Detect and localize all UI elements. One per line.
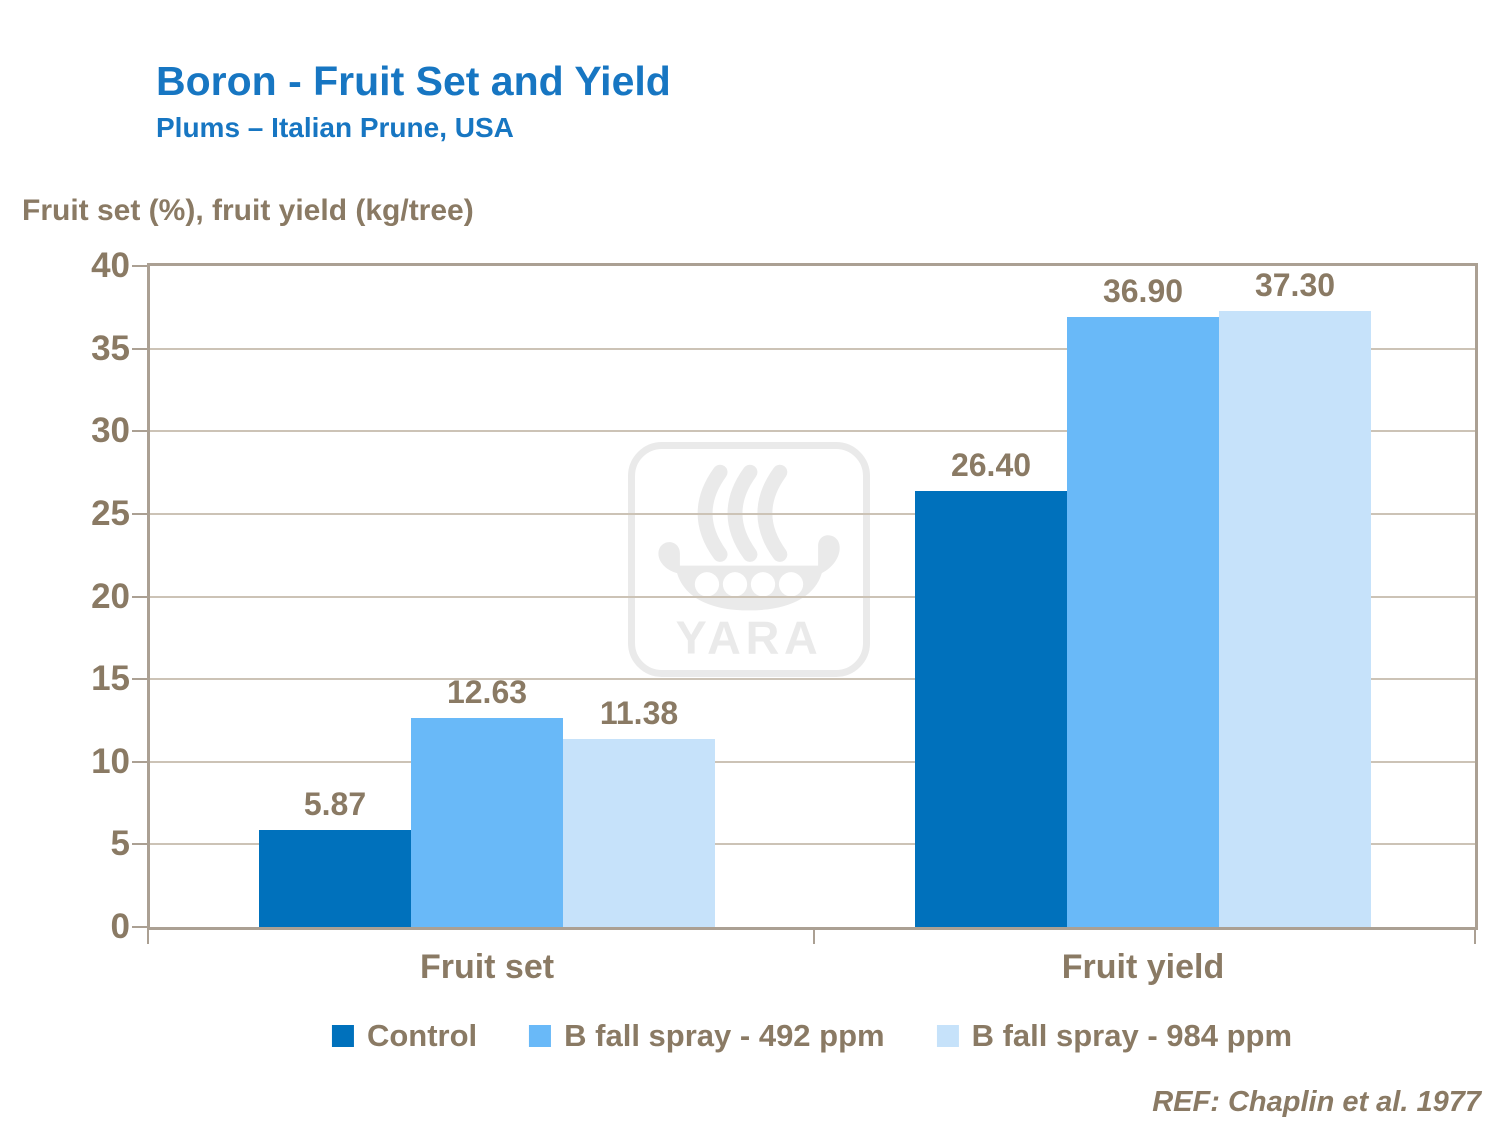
- legend-swatch-control: [331, 1025, 354, 1047]
- legend-label-control: Control: [366, 1018, 478, 1053]
- y-axis-tick-35: [132, 347, 147, 350]
- bar-value-label: 12.63: [446, 674, 528, 710]
- legend-item-b-fall-spray-984: B fall spray - 984 ppm: [936, 1018, 1293, 1054]
- legend-swatch-b-fall-spray-984: [936, 1025, 959, 1047]
- legend-item-control: Control: [331, 1018, 478, 1054]
- x-axis-tick-2: [1474, 930, 1476, 944]
- chart-plot-area: YARA 5.87 12.63 11.38 26.40 36.90 37.30: [147, 263, 1478, 930]
- y-axis-tick-15: [132, 678, 147, 681]
- y-axis-tick-0: [132, 926, 147, 928]
- legend-label-b-fall-spray-492: B fall spray - 492 ppm: [564, 1018, 885, 1053]
- bar-value-label: 5.87: [303, 786, 367, 822]
- y-axis-label-10: 10: [91, 741, 130, 781]
- page-title: Boron - Fruit Set and Yield: [156, 58, 671, 104]
- bar-value-label: 37.30: [1254, 267, 1336, 303]
- y-axis-label-40: 40: [91, 246, 130, 285]
- gridline-10: [150, 760, 1475, 763]
- gridline-20: [150, 595, 1475, 598]
- y-axis-label-20: 20: [91, 576, 130, 616]
- legend: Control B fall spray - 492 ppm B fall sp…: [331, 1018, 1293, 1054]
- gridline-5: [150, 843, 1475, 846]
- yara-watermark: YARA: [628, 442, 870, 677]
- y-axis-tick-10: [132, 760, 147, 763]
- y-axis-label-35: 35: [91, 328, 130, 368]
- legend-item-b-fall-spray-492: B fall spray - 492 ppm: [529, 1018, 885, 1054]
- category-label-fruit-yield: Fruit yield: [1061, 948, 1225, 986]
- bar-b-fall-spray-984-ppm-fruit-yield: [1219, 311, 1371, 927]
- y-axis-tick-20: [132, 595, 147, 598]
- bar-control-fruit-yield: [915, 491, 1067, 927]
- y-axis-label-30: 30: [91, 411, 130, 451]
- x-axis-tick-1: [813, 930, 815, 944]
- y-axis-title: Fruit set (%), fruit yield (kg/tree): [22, 194, 474, 227]
- bar-b-fall-spray-984-ppm-fruit-set: [563, 739, 715, 927]
- bar-control-fruit-set: [259, 830, 411, 927]
- page-subtitle: Plums – Italian Prune, USA: [156, 112, 514, 143]
- y-axis-label-25: 25: [91, 493, 130, 533]
- bar-b-fall-spray-492-ppm-fruit-yield: [1067, 317, 1219, 927]
- legend-label-b-fall-spray-984: B fall spray - 984 ppm: [971, 1018, 1293, 1053]
- y-axis-label-5: 5: [110, 824, 130, 864]
- category-label-fruit-set: Fruit set: [419, 948, 555, 986]
- gridline-30: [150, 430, 1475, 433]
- yara-logo-icon: YARA: [658, 464, 840, 659]
- y-axis-tick-25: [132, 512, 147, 515]
- y-axis-label-0: 0: [110, 907, 130, 946]
- y-axis-tick-40: [132, 265, 147, 267]
- bar-value-label: 26.40: [950, 447, 1032, 483]
- chart-plot-inner: YARA 5.87 12.63 11.38 26.40 36.90 37.30: [150, 266, 1475, 927]
- reference-citation: REF: Chaplin et al. 1977: [1152, 1086, 1481, 1118]
- gridline-25: [150, 512, 1475, 515]
- gridline-15: [150, 678, 1475, 681]
- bar-b-fall-spray-492-ppm-fruit-set: [411, 718, 563, 927]
- y-axis-tick-30: [132, 430, 147, 433]
- y-axis-tick-5: [132, 843, 147, 846]
- gridline-35: [150, 347, 1475, 350]
- bar-value-label: 11.38: [599, 695, 679, 731]
- yara-watermark-text: YARA: [676, 611, 823, 659]
- x-axis-tick-0: [147, 930, 149, 944]
- y-axis-label-15: 15: [91, 659, 130, 699]
- bar-value-label: 36.90: [1102, 273, 1184, 309]
- legend-swatch-b-fall-spray-492: [529, 1025, 552, 1047]
